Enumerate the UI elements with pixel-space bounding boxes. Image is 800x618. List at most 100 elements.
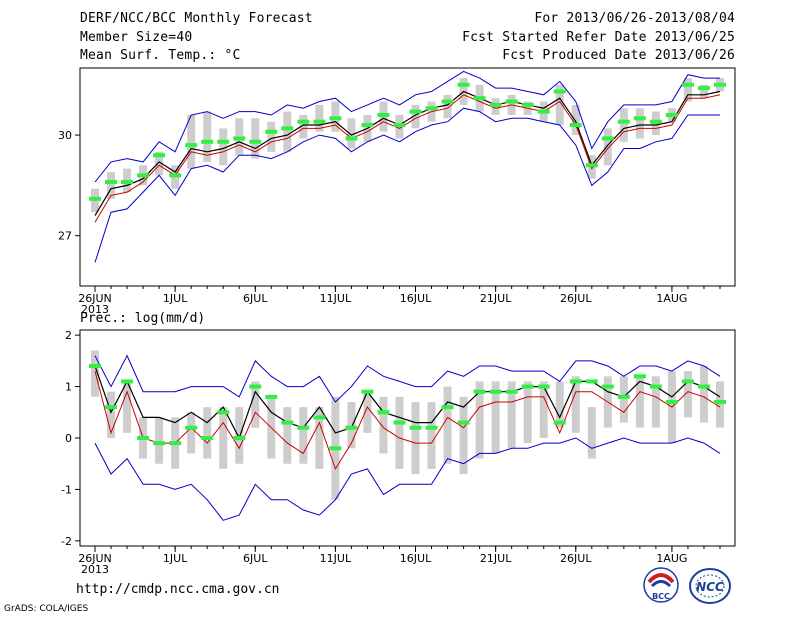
- ensemble-box: [411, 104, 420, 129]
- median-marker: [457, 82, 470, 87]
- ensemble-box: [283, 407, 292, 464]
- median-marker: [313, 415, 326, 420]
- ensemble-box: [315, 407, 324, 469]
- median-marker: [649, 119, 662, 124]
- ensemble-mean-line: [94, 90, 721, 216]
- panel2-xtick-label: 11JUL: [320, 552, 352, 565]
- median-marker: [505, 99, 518, 104]
- panel2-ytick-label: -1: [61, 483, 72, 496]
- median-marker: [249, 139, 262, 144]
- median-marker: [249, 384, 262, 389]
- ensemble-box: [379, 396, 388, 454]
- median-marker: [553, 89, 566, 94]
- ensemble-box: [523, 381, 532, 444]
- median-marker: [521, 102, 534, 107]
- ensemble-box: [475, 381, 484, 459]
- median-marker: [585, 163, 598, 168]
- median-marker: [489, 102, 502, 107]
- median-marker: [361, 389, 374, 394]
- median-marker: [665, 112, 678, 117]
- ensemble-mean-line: [94, 365, 721, 440]
- median-marker: [697, 86, 710, 91]
- median-marker: [233, 436, 246, 440]
- ncc-logo-text: NCC: [696, 580, 724, 594]
- ensemble-box: [635, 108, 644, 139]
- panel2-xtick-label: 16JUL: [400, 552, 432, 565]
- panel2-xtick-label: 26JUN: [78, 552, 112, 565]
- median-marker: [585, 379, 598, 384]
- median-marker: [329, 446, 342, 451]
- ensemble-box: [411, 402, 420, 474]
- panel2-ytick-label: 1: [65, 381, 72, 394]
- envelope-max-line: [94, 70, 720, 183]
- median-marker: [217, 410, 230, 415]
- median-marker: [169, 441, 182, 446]
- median-marker: [473, 96, 486, 101]
- panel2-xtick-label: 1AUG: [656, 552, 687, 565]
- ensemble-box: [283, 111, 292, 152]
- median-marker: [601, 136, 614, 141]
- source-url[interactable]: http://cmdp.ncc.cma.gov.cn: [76, 582, 280, 597]
- ensemble-box: [155, 417, 164, 464]
- panel1-year-label: 2013: [81, 303, 109, 316]
- ensemble-box: [203, 111, 212, 162]
- median-marker: [281, 126, 294, 131]
- bcc-logo-text: BCC: [652, 592, 670, 601]
- panel2-title: Prec.: log(mm/d): [80, 311, 205, 326]
- median-marker: [265, 129, 278, 134]
- median-marker: [393, 420, 406, 425]
- median-marker: [153, 153, 166, 158]
- median-marker: [121, 379, 134, 384]
- median-marker: [633, 374, 646, 379]
- ensemble-box: [347, 402, 356, 449]
- median-marker: [714, 400, 726, 404]
- ensemble-box: [315, 104, 324, 132]
- panel1-ytick-label: 30: [58, 129, 72, 142]
- median-marker: [409, 109, 422, 114]
- median-marker: [297, 119, 310, 124]
- median-marker: [201, 436, 214, 440]
- ensemble-box: [203, 407, 212, 459]
- ensemble-box: [443, 386, 452, 464]
- panel1-xtick-label: 26JUL: [560, 292, 592, 305]
- produced-date: Fcst Produced Date 2013/06/26: [502, 48, 735, 63]
- median-marker: [393, 123, 406, 128]
- panel2-xtick-label: 21JUL: [480, 552, 512, 565]
- ensemble-box: [363, 391, 372, 433]
- ensemble-box: [699, 84, 708, 99]
- ensemble-box: [683, 371, 692, 418]
- median-marker: [457, 420, 470, 425]
- ensemble-box: [491, 381, 500, 454]
- median-marker: [681, 379, 694, 384]
- panel2-xtick-label: 6JUL: [243, 552, 268, 565]
- panel1-xtick-label: 21JUL: [480, 292, 512, 305]
- ensemble-box: [619, 108, 628, 142]
- median-marker: [137, 173, 150, 178]
- ensemble-box: [427, 402, 436, 469]
- median-marker: [233, 136, 246, 141]
- median-marker: [441, 99, 454, 104]
- member-size: Member Size=40: [80, 30, 193, 45]
- ensemble-box: [603, 128, 612, 166]
- panel2-ytick-label: 2: [65, 329, 72, 342]
- median-marker: [649, 384, 662, 389]
- median-marker: [521, 384, 534, 389]
- panel2-xtick-label: 26JUL: [560, 552, 592, 565]
- median-marker: [169, 173, 182, 178]
- median-marker: [505, 389, 518, 394]
- ensemble-box: [443, 94, 452, 119]
- ensemble-box: [187, 114, 196, 169]
- median-marker: [697, 384, 710, 389]
- ensemble-box: [571, 376, 580, 433]
- median-marker: [425, 425, 438, 430]
- median-marker: [345, 425, 358, 430]
- median-marker: [425, 106, 438, 111]
- ensemble-box: [619, 376, 628, 423]
- median-marker: [217, 139, 230, 144]
- ensemble-box: [91, 350, 99, 397]
- median-marker: [553, 420, 566, 425]
- forecast-period: For 2013/06/26-2013/08/04: [534, 11, 735, 26]
- envelope-min-line: [94, 437, 721, 521]
- ensemble-box: [187, 412, 196, 454]
